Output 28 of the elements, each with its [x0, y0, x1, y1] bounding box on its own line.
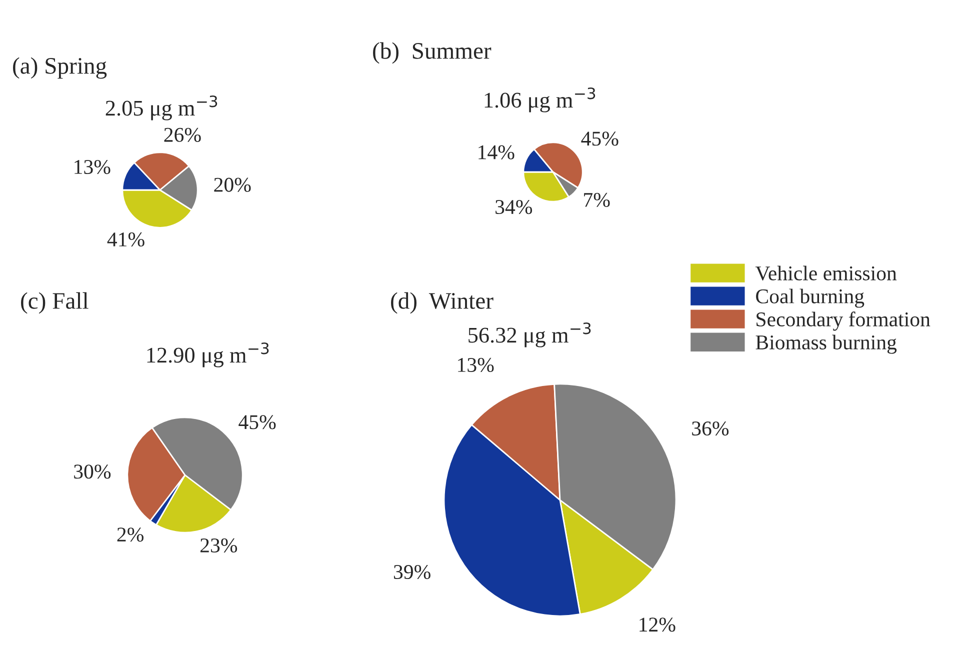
- data-label: 45%: [581, 132, 618, 146]
- data-label: 20%: [214, 178, 251, 192]
- data-label: 45%: [238, 415, 276, 430]
- data-label: 34%: [496, 200, 532, 214]
- data-label: 12%: [640, 618, 676, 632]
- chart-subtitle: 2.05 μg m$^{−3}$: [106, 95, 218, 120]
- legend-label: Secondary formation: [756, 312, 930, 331]
- chart-title: (b) Summer: [373, 42, 492, 64]
- data-label: 30%: [74, 464, 111, 479]
- data-label: 7%: [584, 192, 610, 208]
- data-label: 13%: [74, 160, 110, 174]
- data-label: 36%: [692, 421, 729, 436]
- data-label: 23%: [200, 538, 238, 553]
- data-label: 39%: [394, 564, 430, 580]
- chart-subtitle: 56.32 μg m$^{−3}$: [468, 322, 591, 348]
- legend-label: Coal burning: [756, 288, 864, 308]
- data-label: 2%: [117, 528, 144, 542]
- chart-title: (a) Spring: [13, 57, 107, 79]
- chart-subtitle: 12.90 μg m$^{−3}$: [147, 342, 269, 368]
- chart-subtitle: 1.06 μg m$^{−3}$: [484, 87, 596, 112]
- chart-title: (c) Fall: [21, 292, 88, 314]
- data-label: 13%: [458, 358, 494, 372]
- legend-label: Biomass burning: [756, 334, 897, 354]
- chart-title: (d) Winter: [391, 292, 494, 314]
- data-label: 14%: [478, 145, 514, 160]
- data-label: 26%: [164, 128, 201, 142]
- data-label: 41%: [107, 232, 144, 247]
- legend-label: Vehicle emission: [755, 266, 897, 281]
